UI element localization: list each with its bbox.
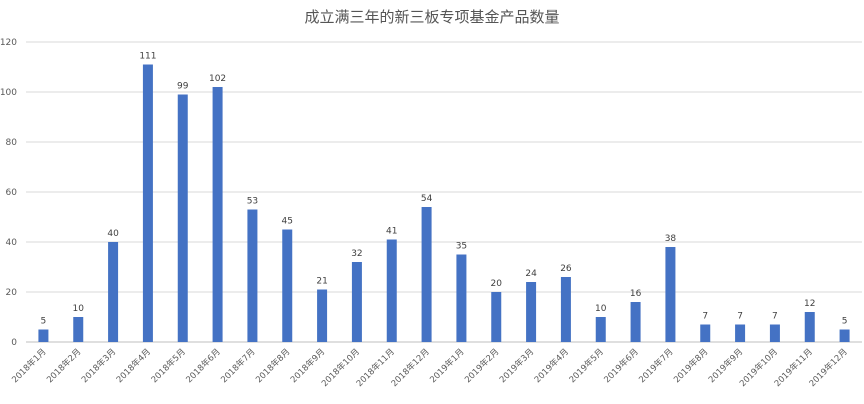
chart-title: 成立满三年的新三板专项基金产品数量 bbox=[304, 8, 560, 26]
x-tick-label: 2018年6月 bbox=[184, 346, 223, 385]
bar bbox=[317, 289, 328, 342]
bar bbox=[491, 292, 502, 342]
bar bbox=[421, 207, 432, 342]
y-tick-label: 40 bbox=[6, 238, 18, 248]
data-label: 38 bbox=[665, 234, 677, 244]
data-label: 26 bbox=[560, 264, 572, 274]
bar bbox=[630, 302, 641, 342]
bar bbox=[560, 277, 571, 342]
data-label: 35 bbox=[456, 242, 467, 252]
data-label: 45 bbox=[282, 217, 293, 227]
data-label: 53 bbox=[247, 197, 258, 207]
data-label: 24 bbox=[525, 269, 537, 279]
y-tick-label: 120 bbox=[0, 38, 17, 48]
bar bbox=[73, 317, 84, 342]
x-tick-label: 2019年4月 bbox=[532, 346, 571, 385]
x-tick-label: 2018年3月 bbox=[79, 346, 118, 385]
data-label: 99 bbox=[177, 82, 189, 92]
x-tick-label: 2018年1月 bbox=[10, 346, 49, 385]
data-labels: 5 10 40 111 99 102 53 45 21 32 41 54 35 20 24 26 10 16 38 7… bbox=[41, 52, 848, 327]
data-label: 10 bbox=[595, 304, 607, 314]
bar bbox=[595, 317, 606, 342]
y-tick-label: 60 bbox=[6, 188, 18, 198]
x-tick-label: 2019年6月 bbox=[602, 346, 641, 385]
bar bbox=[769, 324, 780, 342]
bars bbox=[38, 64, 850, 342]
bar bbox=[700, 324, 711, 342]
bar bbox=[526, 282, 537, 342]
bar bbox=[804, 312, 815, 342]
data-label: 7 bbox=[702, 312, 708, 322]
bar bbox=[282, 229, 293, 342]
data-label: 12 bbox=[804, 299, 815, 309]
x-tick-label: 2019年5月 bbox=[567, 346, 606, 385]
data-label: 102 bbox=[209, 74, 226, 84]
x-tick-label: 2019年2月 bbox=[462, 346, 501, 385]
x-tick-label: 2019年3月 bbox=[497, 346, 536, 385]
bar bbox=[735, 324, 746, 342]
bar bbox=[665, 247, 676, 342]
x-tick-label: 2018年4月 bbox=[114, 346, 153, 385]
bar bbox=[351, 262, 362, 342]
data-label: 20 bbox=[491, 279, 503, 289]
x-axis-labels: 2018年1月2018年2月2018年3月2018年4月2018年5月2018年… bbox=[10, 346, 850, 389]
data-label: 41 bbox=[386, 227, 397, 237]
x-tick-label: 2018年2月 bbox=[44, 346, 83, 385]
x-tick-label: 2019年8月 bbox=[671, 346, 710, 385]
x-tick-label: 2019年1月 bbox=[428, 346, 467, 385]
data-label: 7 bbox=[737, 312, 743, 322]
y-axis-ticks: 0 20 40 60 80 100 120 bbox=[0, 38, 17, 348]
data-label: 16 bbox=[630, 289, 642, 299]
x-tick-label: 2019年7月 bbox=[637, 346, 676, 385]
y-tick-label: 100 bbox=[0, 88, 17, 98]
bar bbox=[212, 87, 223, 342]
y-tick-label: 0 bbox=[11, 338, 17, 348]
data-label: 111 bbox=[139, 52, 156, 62]
data-label: 10 bbox=[73, 304, 85, 314]
data-label: 7 bbox=[772, 312, 778, 322]
y-tick-label: 80 bbox=[6, 138, 18, 148]
data-label: 54 bbox=[421, 194, 433, 204]
data-label: 5 bbox=[41, 317, 47, 327]
data-label: 32 bbox=[351, 249, 362, 259]
bar bbox=[247, 209, 258, 342]
bar bbox=[386, 239, 397, 342]
bar bbox=[108, 242, 119, 342]
bar bbox=[142, 64, 153, 342]
x-tick-label: 2018年5月 bbox=[149, 346, 188, 385]
x-tick-label: 2018年8月 bbox=[253, 346, 292, 385]
bar bbox=[177, 94, 188, 342]
gridlines bbox=[26, 41, 862, 343]
x-tick-label: 2018年7月 bbox=[219, 346, 258, 385]
data-label: 21 bbox=[316, 277, 327, 287]
data-label: 5 bbox=[842, 317, 848, 327]
data-label: 40 bbox=[107, 229, 119, 239]
y-tick-label: 20 bbox=[6, 288, 18, 298]
bar bbox=[456, 254, 467, 342]
bar bbox=[839, 329, 850, 342]
bar bbox=[38, 329, 49, 342]
